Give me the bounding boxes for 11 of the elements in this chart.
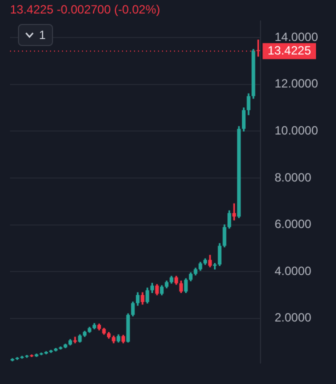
y-tick-label: 6.0000 [274,217,312,232]
y-tick-label: 8.0000 [274,170,312,184]
ref-line-label: 13.4225 [268,43,312,58]
chart-title: 13.4225 -0.002700 (-0.02%) [10,2,160,16]
y-tick-label: 12.0000 [274,76,318,91]
y-tick-label: 4.0000 [274,264,312,278]
y-tick-label: 2.0000 [274,310,312,325]
annotation: 1 [39,28,46,42]
dropdown-button: 1 [18,24,53,46]
y-tick-label: 10.0000 [274,123,318,138]
y-tick-label: 14.0000 [274,30,318,44]
